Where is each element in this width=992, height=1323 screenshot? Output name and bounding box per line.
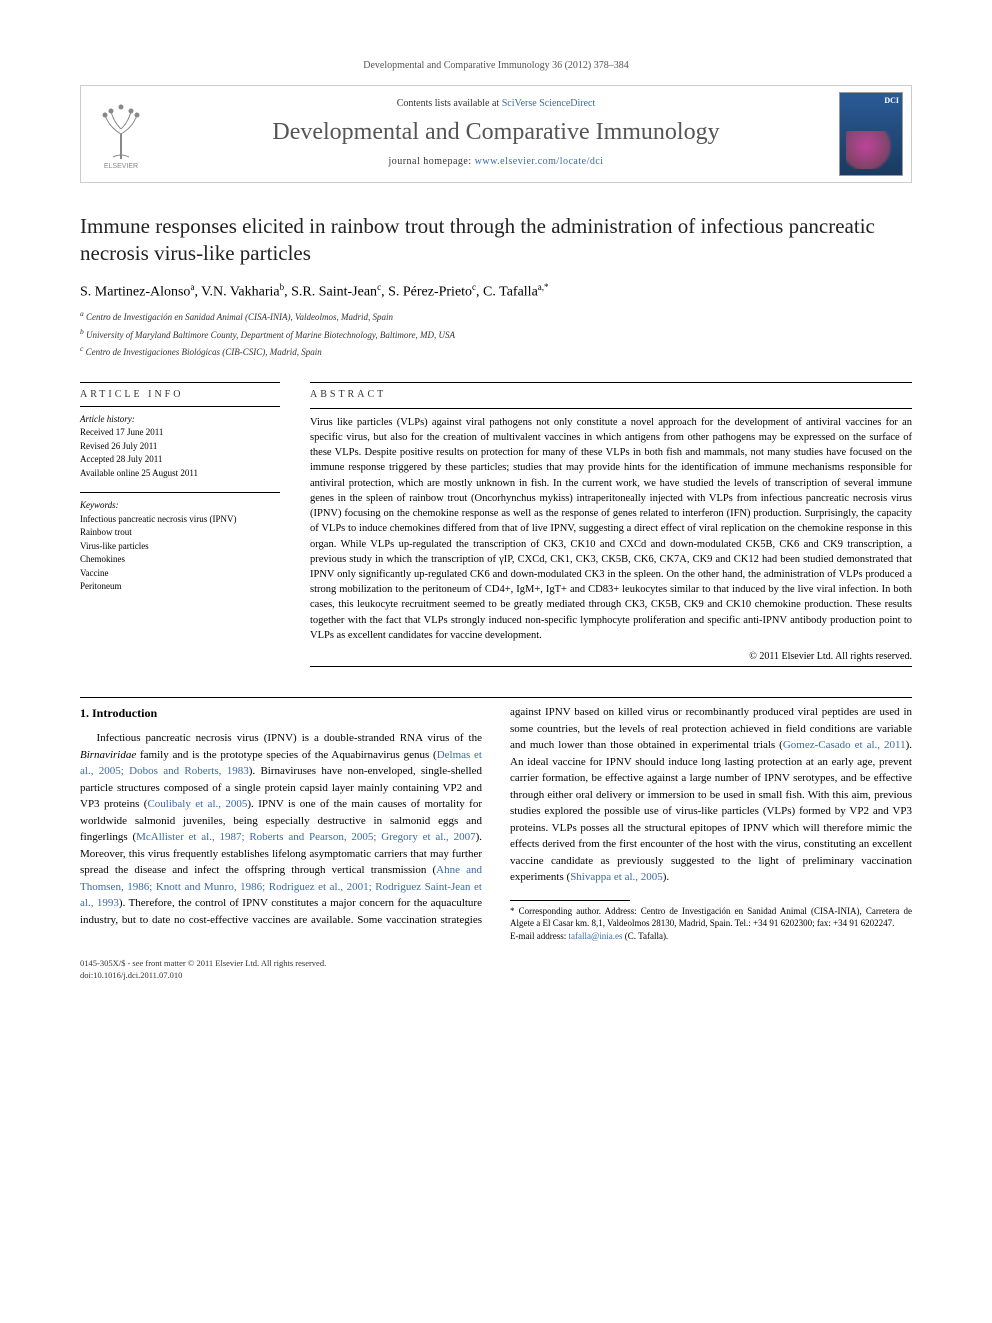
info-abstract-row: ARTICLE INFO Article history: Received 1… [80, 378, 912, 673]
email-link[interactable]: tafalla@inia.es [568, 931, 622, 941]
masthead-center: Contents lists available at SciVerse Sci… [161, 86, 831, 182]
history-line: Revised 26 July 2011 [80, 440, 280, 454]
text-run: Infectious pancreatic necrosis virus (IP… [97, 732, 483, 744]
abstract-copyright: © 2011 Elsevier Ltd. All rights reserved… [310, 651, 912, 662]
article-history-block: Article history: Received 17 June 2011Re… [80, 413, 280, 481]
footnote-rule [510, 900, 630, 901]
journal-cover-thumbnail [839, 92, 903, 176]
elsevier-logo-icon: ELSEVIER [91, 99, 151, 169]
text-run: the offspring through vertical transmiss… [225, 864, 436, 876]
page-root: Developmental and Comparative Immunology… [0, 0, 992, 1022]
journal-name: Developmental and Comparative Immunology [169, 119, 823, 146]
abstract-column: ABSTRACT Virus like particles (VLPs) aga… [310, 378, 912, 673]
keywords-label: Keywords: [80, 499, 280, 513]
contents-prefix: Contents lists available at [397, 98, 502, 109]
email-who: (C. Tafalla). [623, 931, 669, 941]
corresponding-author-footnote: * Corresponding author. Address: Centro … [510, 905, 912, 943]
keyword-item: Rainbow trout [80, 526, 280, 540]
keyword-item: Chemokines [80, 553, 280, 567]
text-run: ). An ideal vaccine for IPNV should indu… [510, 739, 912, 883]
section-heading-introduction: 1. Introduction [80, 704, 482, 722]
affiliations-list: a Centro de Investigación en Sanidad Ani… [80, 308, 912, 360]
citation-link[interactable]: Shivappa et al., 2005 [570, 871, 663, 883]
history-line: Received 17 June 2011 [80, 426, 280, 440]
journal-homepage-link[interactable]: www.elsevier.com/locate/dci [475, 156, 604, 167]
keyword-item: Vaccine [80, 567, 280, 581]
keyword-item: Infectious pancreatic necrosis virus (IP… [80, 513, 280, 527]
homepage-prefix: journal homepage: [388, 156, 474, 167]
section-divider [80, 697, 912, 698]
affiliation-item: a Centro de Investigación en Sanidad Ani… [80, 308, 912, 325]
keyword-item: Virus-like particles [80, 540, 280, 554]
text-run: ). [663, 871, 669, 883]
abstract-heading: ABSTRACT [310, 389, 912, 400]
body-two-column: 1. Introduction Infectious pancreatic ne… [80, 704, 912, 942]
affiliation-item: c Centro de Investigaciones Biológicas (… [80, 343, 912, 360]
affiliation-item: b University of Maryland Baltimore Count… [80, 326, 912, 343]
journal-homepage-line: journal homepage: www.elsevier.com/locat… [169, 156, 823, 167]
article-info-column: ARTICLE INFO Article history: Received 1… [80, 378, 280, 673]
sciencedirect-link[interactable]: SciVerse ScienceDirect [502, 98, 596, 109]
journal-masthead: ELSEVIER Contents lists available at Sci… [80, 85, 912, 183]
publisher-logo-container: ELSEVIER [81, 86, 161, 182]
history-line: Available online 25 August 2011 [80, 467, 280, 481]
keyword-item: Peritoneum [80, 580, 280, 594]
genus-name: Birnaviridae [80, 749, 136, 761]
corr-author-email-line: E-mail address: tafalla@inia.es (C. Tafa… [510, 930, 912, 943]
contents-available-line: Contents lists available at SciVerse Sci… [169, 98, 823, 109]
journal-cover-container [831, 86, 911, 182]
email-label: E-mail address: [510, 931, 568, 941]
front-matter-footer: 0145-305X/$ - see front matter © 2011 El… [80, 958, 912, 982]
running-head-citation: Developmental and Comparative Immunology… [80, 60, 912, 71]
article-title: Immune responses elicited in rainbow tro… [80, 213, 912, 268]
citation-link[interactable]: Gomez-Casado et al., 2011 [783, 739, 906, 751]
corr-author-text: * Corresponding author. Address: Centro … [510, 905, 912, 930]
doi-line: doi:10.1016/j.dci.2011.07.010 [80, 970, 912, 982]
issn-line: 0145-305X/$ - see front matter © 2011 El… [80, 958, 912, 970]
citation-link[interactable]: Coulibaly et al., 2005 [147, 798, 247, 810]
keywords-block: Keywords: Infectious pancreatic necrosis… [80, 499, 280, 594]
history-line: Accepted 28 July 2011 [80, 453, 280, 467]
article-info-heading: ARTICLE INFO [80, 389, 280, 400]
article-history-label: Article history: [80, 413, 280, 427]
citation-link[interactable]: McAllister et al., 1987; Roberts and Pea… [136, 831, 475, 843]
author-list: S. Martinez-Alonsoa, V.N. Vakhariab, S.R… [80, 282, 912, 301]
elsevier-logo-text: ELSEVIER [104, 163, 138, 169]
abstract-text: Virus like particles (VLPs) against vira… [310, 415, 912, 643]
text-run: family and is the prototype species of t… [136, 749, 436, 761]
